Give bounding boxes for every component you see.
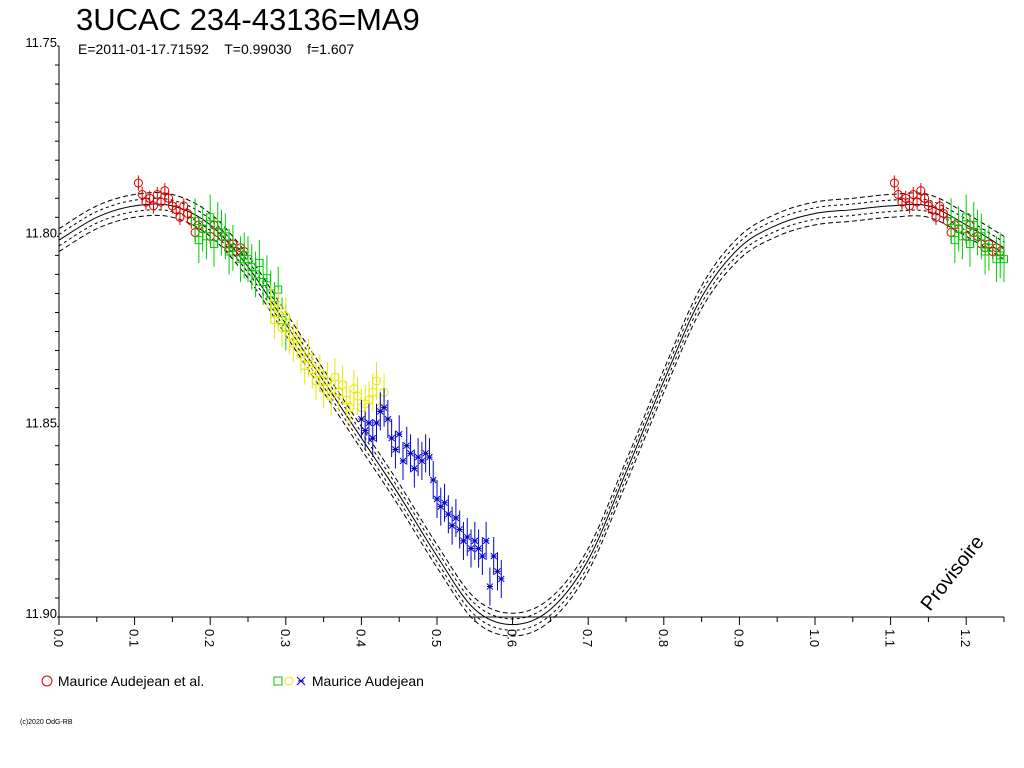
data-point-circle xyxy=(372,376,382,386)
data-point-circle xyxy=(149,201,158,211)
data-point-cross xyxy=(429,476,437,484)
data-points xyxy=(133,175,1008,606)
data-point-square xyxy=(984,243,993,252)
data-point-circle xyxy=(931,212,941,222)
data-point-cross xyxy=(456,526,464,533)
data-point-cross xyxy=(448,522,456,529)
data-point-cross xyxy=(418,457,426,465)
data-point-cross xyxy=(441,499,448,507)
data-point-cross xyxy=(482,537,490,545)
data-point-cross xyxy=(365,419,373,427)
data-point-cross xyxy=(444,510,452,518)
data-point-cross xyxy=(486,583,494,590)
data-point-cross xyxy=(358,415,365,423)
data-point-cross xyxy=(373,419,380,427)
x-tick-label: 0.7 xyxy=(580,629,595,647)
x-tick-label: 0.3 xyxy=(278,629,293,647)
data-point-cross xyxy=(463,533,471,541)
model-envelope-inner-lower xyxy=(58,209,1005,631)
data-point-circle xyxy=(905,201,914,211)
model-curve xyxy=(58,192,1005,637)
x-tick-label: 0.2 xyxy=(202,629,217,647)
data-point-cross xyxy=(399,457,407,465)
data-point-circle xyxy=(133,178,143,188)
data-point-circle xyxy=(175,212,185,222)
legend-circle-red-icon xyxy=(41,675,53,687)
x-tick-label: 0.1 xyxy=(127,629,142,647)
data-point-cross xyxy=(490,552,498,560)
data-point-square xyxy=(206,213,215,222)
data-point-circle xyxy=(889,178,899,188)
model-envelope-inner-upper xyxy=(58,197,1005,620)
x-tick-label: 0.9 xyxy=(731,629,746,647)
y-tick-label: 11.85 xyxy=(25,416,57,431)
data-point-cross xyxy=(494,567,501,575)
data-point-cross xyxy=(380,404,388,411)
data-point-circle xyxy=(156,197,166,207)
x-tick-label: 0.5 xyxy=(429,629,444,647)
legend-label-1: Maurice Audejean et al. xyxy=(57,673,205,689)
chart-title: 3UCAC 234-43136=MA9 xyxy=(76,2,420,37)
x-tick-label: 1.2 xyxy=(958,629,973,647)
watermark-provisoire: Provisoire xyxy=(917,531,989,615)
x-tick-label: 0.8 xyxy=(656,629,671,647)
data-point-cross xyxy=(467,545,475,552)
x-tick-label: 1.0 xyxy=(807,629,822,647)
data-point-circle xyxy=(912,197,922,207)
data-point-cross xyxy=(426,453,433,461)
data-point-square xyxy=(1000,255,1008,264)
data-point-square xyxy=(962,213,971,222)
data-point-cross xyxy=(433,495,441,503)
data-point-cross xyxy=(407,449,414,457)
legend-entry-2: Maurice Audejean xyxy=(272,673,424,689)
x-tick-label: 0.0 xyxy=(51,629,66,647)
data-point-cross xyxy=(403,442,411,450)
axes: 11.75 11.80 11.85 11.90 0.0 0.1 0.2 0.3 0.4 0.5 0.… xyxy=(25,35,1005,647)
data-point-cross xyxy=(479,552,486,560)
legend-label-2: Maurice Audejean xyxy=(311,673,424,689)
data-point-square xyxy=(228,243,237,252)
legend-entry-1: Maurice Audejean et al. xyxy=(40,673,204,689)
model-line xyxy=(58,203,1005,626)
model-envelope-lower xyxy=(58,214,1005,637)
data-point-cross xyxy=(497,575,505,583)
x-tick-label: 0.6 xyxy=(505,629,520,647)
x-tick-label: 0.4 xyxy=(353,629,368,647)
data-point-cross xyxy=(395,430,403,438)
data-point-cross xyxy=(471,537,479,545)
y-tick-label: 11.75 xyxy=(25,35,57,50)
data-point-cross xyxy=(388,434,395,442)
model-envelope-upper xyxy=(58,192,1005,614)
data-point-cross xyxy=(452,514,460,522)
copyright-credit: (c)2020 OdG-RB xyxy=(20,719,73,726)
legend-markers-icon xyxy=(273,676,306,686)
data-point-cross xyxy=(392,446,399,453)
data-point-cross xyxy=(384,415,392,423)
data-point-cross xyxy=(361,427,369,434)
chart-subtitle: E=2011-01-17.71592 T=0.99030 f=1.607 xyxy=(78,41,355,57)
data-point-cross xyxy=(475,545,482,552)
y-tick-label: 11.90 xyxy=(25,606,57,621)
data-point-cross xyxy=(369,434,377,442)
x-tick-label: 1.1 xyxy=(883,629,898,647)
data-point-cross xyxy=(410,465,418,472)
y-tick-label: 11.80 xyxy=(25,225,57,240)
